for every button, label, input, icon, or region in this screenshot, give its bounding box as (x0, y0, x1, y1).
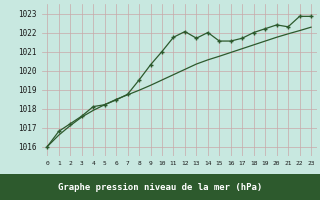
Text: Graphe pression niveau de la mer (hPa): Graphe pression niveau de la mer (hPa) (58, 182, 262, 192)
